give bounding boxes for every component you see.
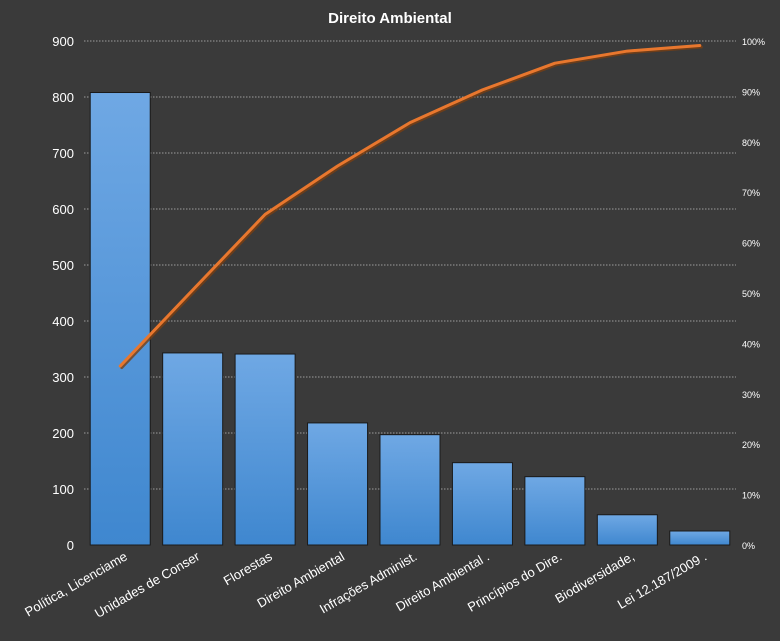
y-tick-label: 600 <box>52 202 74 217</box>
y-tick-label: 100 <box>52 482 74 497</box>
y-axis-left: 0 100 200 300 400 500 600 700 800 900 <box>52 34 74 553</box>
y-tick-label: 800 <box>52 90 74 105</box>
bars <box>89 92 731 546</box>
y2-tick-label: 20% <box>742 440 760 450</box>
y2-tick-label: 100% <box>742 37 765 47</box>
bar <box>89 92 151 546</box>
bar <box>162 352 224 546</box>
cumulative-line-shadow <box>120 45 703 370</box>
bar <box>524 476 586 546</box>
bar <box>669 530 731 546</box>
y-tick-label: 700 <box>52 146 74 161</box>
category-label: Florestas <box>221 548 275 588</box>
chart-title: Direito Ambiental <box>328 10 452 27</box>
y-tick-label: 0 <box>67 538 74 553</box>
bar <box>234 353 296 546</box>
y-tick-label: 200 <box>52 426 74 441</box>
y2-tick-label: 80% <box>742 138 760 148</box>
y-tick-label: 400 <box>52 314 74 329</box>
cumulative-series-line <box>118 44 702 368</box>
y2-tick-label: 0% <box>742 541 755 551</box>
bar <box>379 434 441 546</box>
bar <box>451 462 513 546</box>
y2-tick-label: 90% <box>742 87 760 97</box>
cumulative-line <box>118 44 703 370</box>
y-tick-label: 900 <box>52 34 74 49</box>
y2-tick-label: 60% <box>742 239 760 249</box>
y-tick-label: 300 <box>52 370 74 385</box>
bar <box>307 422 369 546</box>
y2-tick-label: 70% <box>742 188 760 198</box>
y-axis-right: 0% 10% 20% 30% 40% 50% 60% 70% 80% 90% 100% <box>742 37 765 551</box>
y2-tick-label: 40% <box>742 339 760 349</box>
y2-tick-label: 10% <box>742 491 760 501</box>
y2-tick-label: 50% <box>742 289 760 299</box>
bar <box>596 514 658 546</box>
y-tick-label: 500 <box>52 258 74 273</box>
y2-tick-label: 30% <box>742 390 760 400</box>
